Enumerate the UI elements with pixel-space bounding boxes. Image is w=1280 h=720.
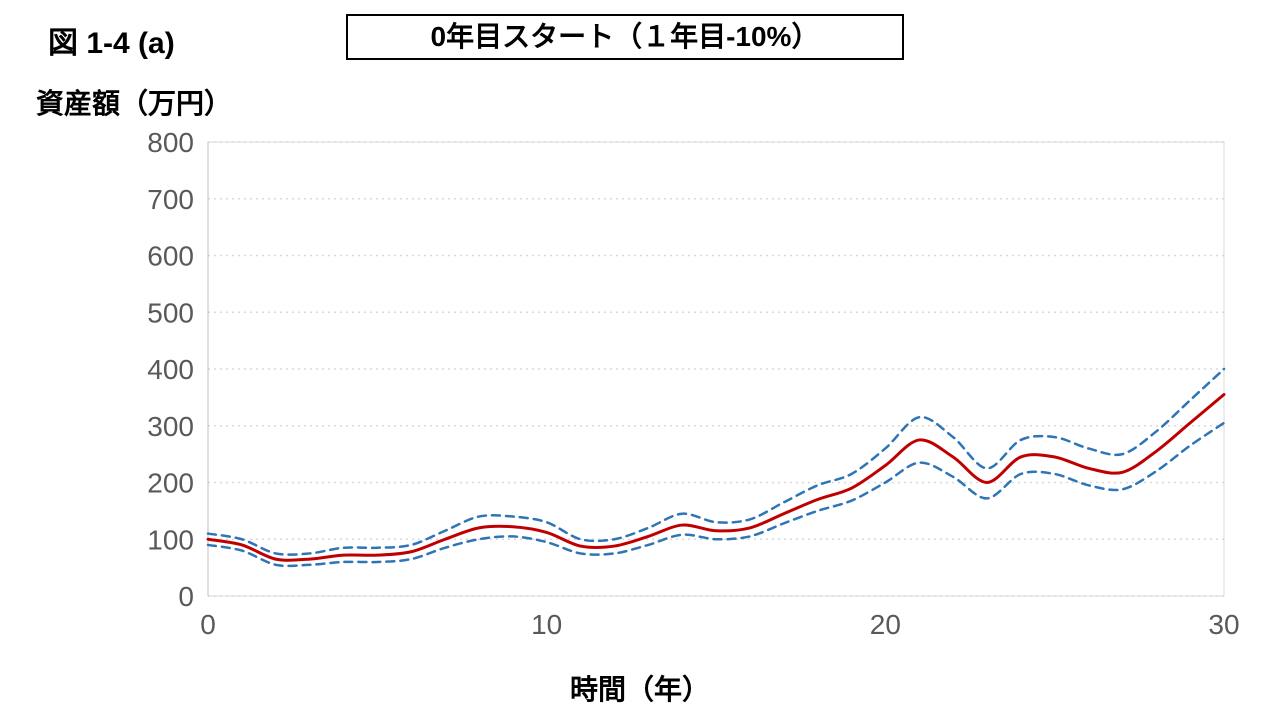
plot-area bbox=[208, 142, 1224, 596]
y-tick-label: 200 bbox=[147, 468, 194, 499]
y-tick-label: 800 bbox=[147, 128, 194, 158]
y-tick-label: 500 bbox=[147, 297, 194, 328]
y-axis-title: 資産額（万円） bbox=[36, 82, 232, 122]
x-axis-title: 時間（年） bbox=[0, 668, 1280, 708]
chart-svg: 0 100 200 300 400 500 600 700 800 0 10 20 30 bbox=[60, 128, 1240, 668]
y-tick-label: 300 bbox=[147, 411, 194, 442]
y-tick-label: 100 bbox=[147, 524, 194, 555]
x-tick-label: 20 bbox=[870, 609, 901, 640]
chart: 0 100 200 300 400 500 600 700 800 0 10 20 30 bbox=[60, 128, 1240, 668]
x-tick-label: 10 bbox=[531, 609, 562, 640]
y-tick-label: 400 bbox=[147, 354, 194, 385]
x-tick-label: 0 bbox=[200, 609, 216, 640]
figure-title: 0年目スタート（１年目-10%） bbox=[346, 14, 904, 60]
y-tick-label: 700 bbox=[147, 184, 194, 215]
x-tick-label: 30 bbox=[1208, 609, 1239, 640]
y-tick-label: 0 bbox=[178, 581, 194, 612]
figure-label: 図 1-4 (a) bbox=[48, 18, 175, 62]
y-tick-label: 600 bbox=[147, 241, 194, 272]
